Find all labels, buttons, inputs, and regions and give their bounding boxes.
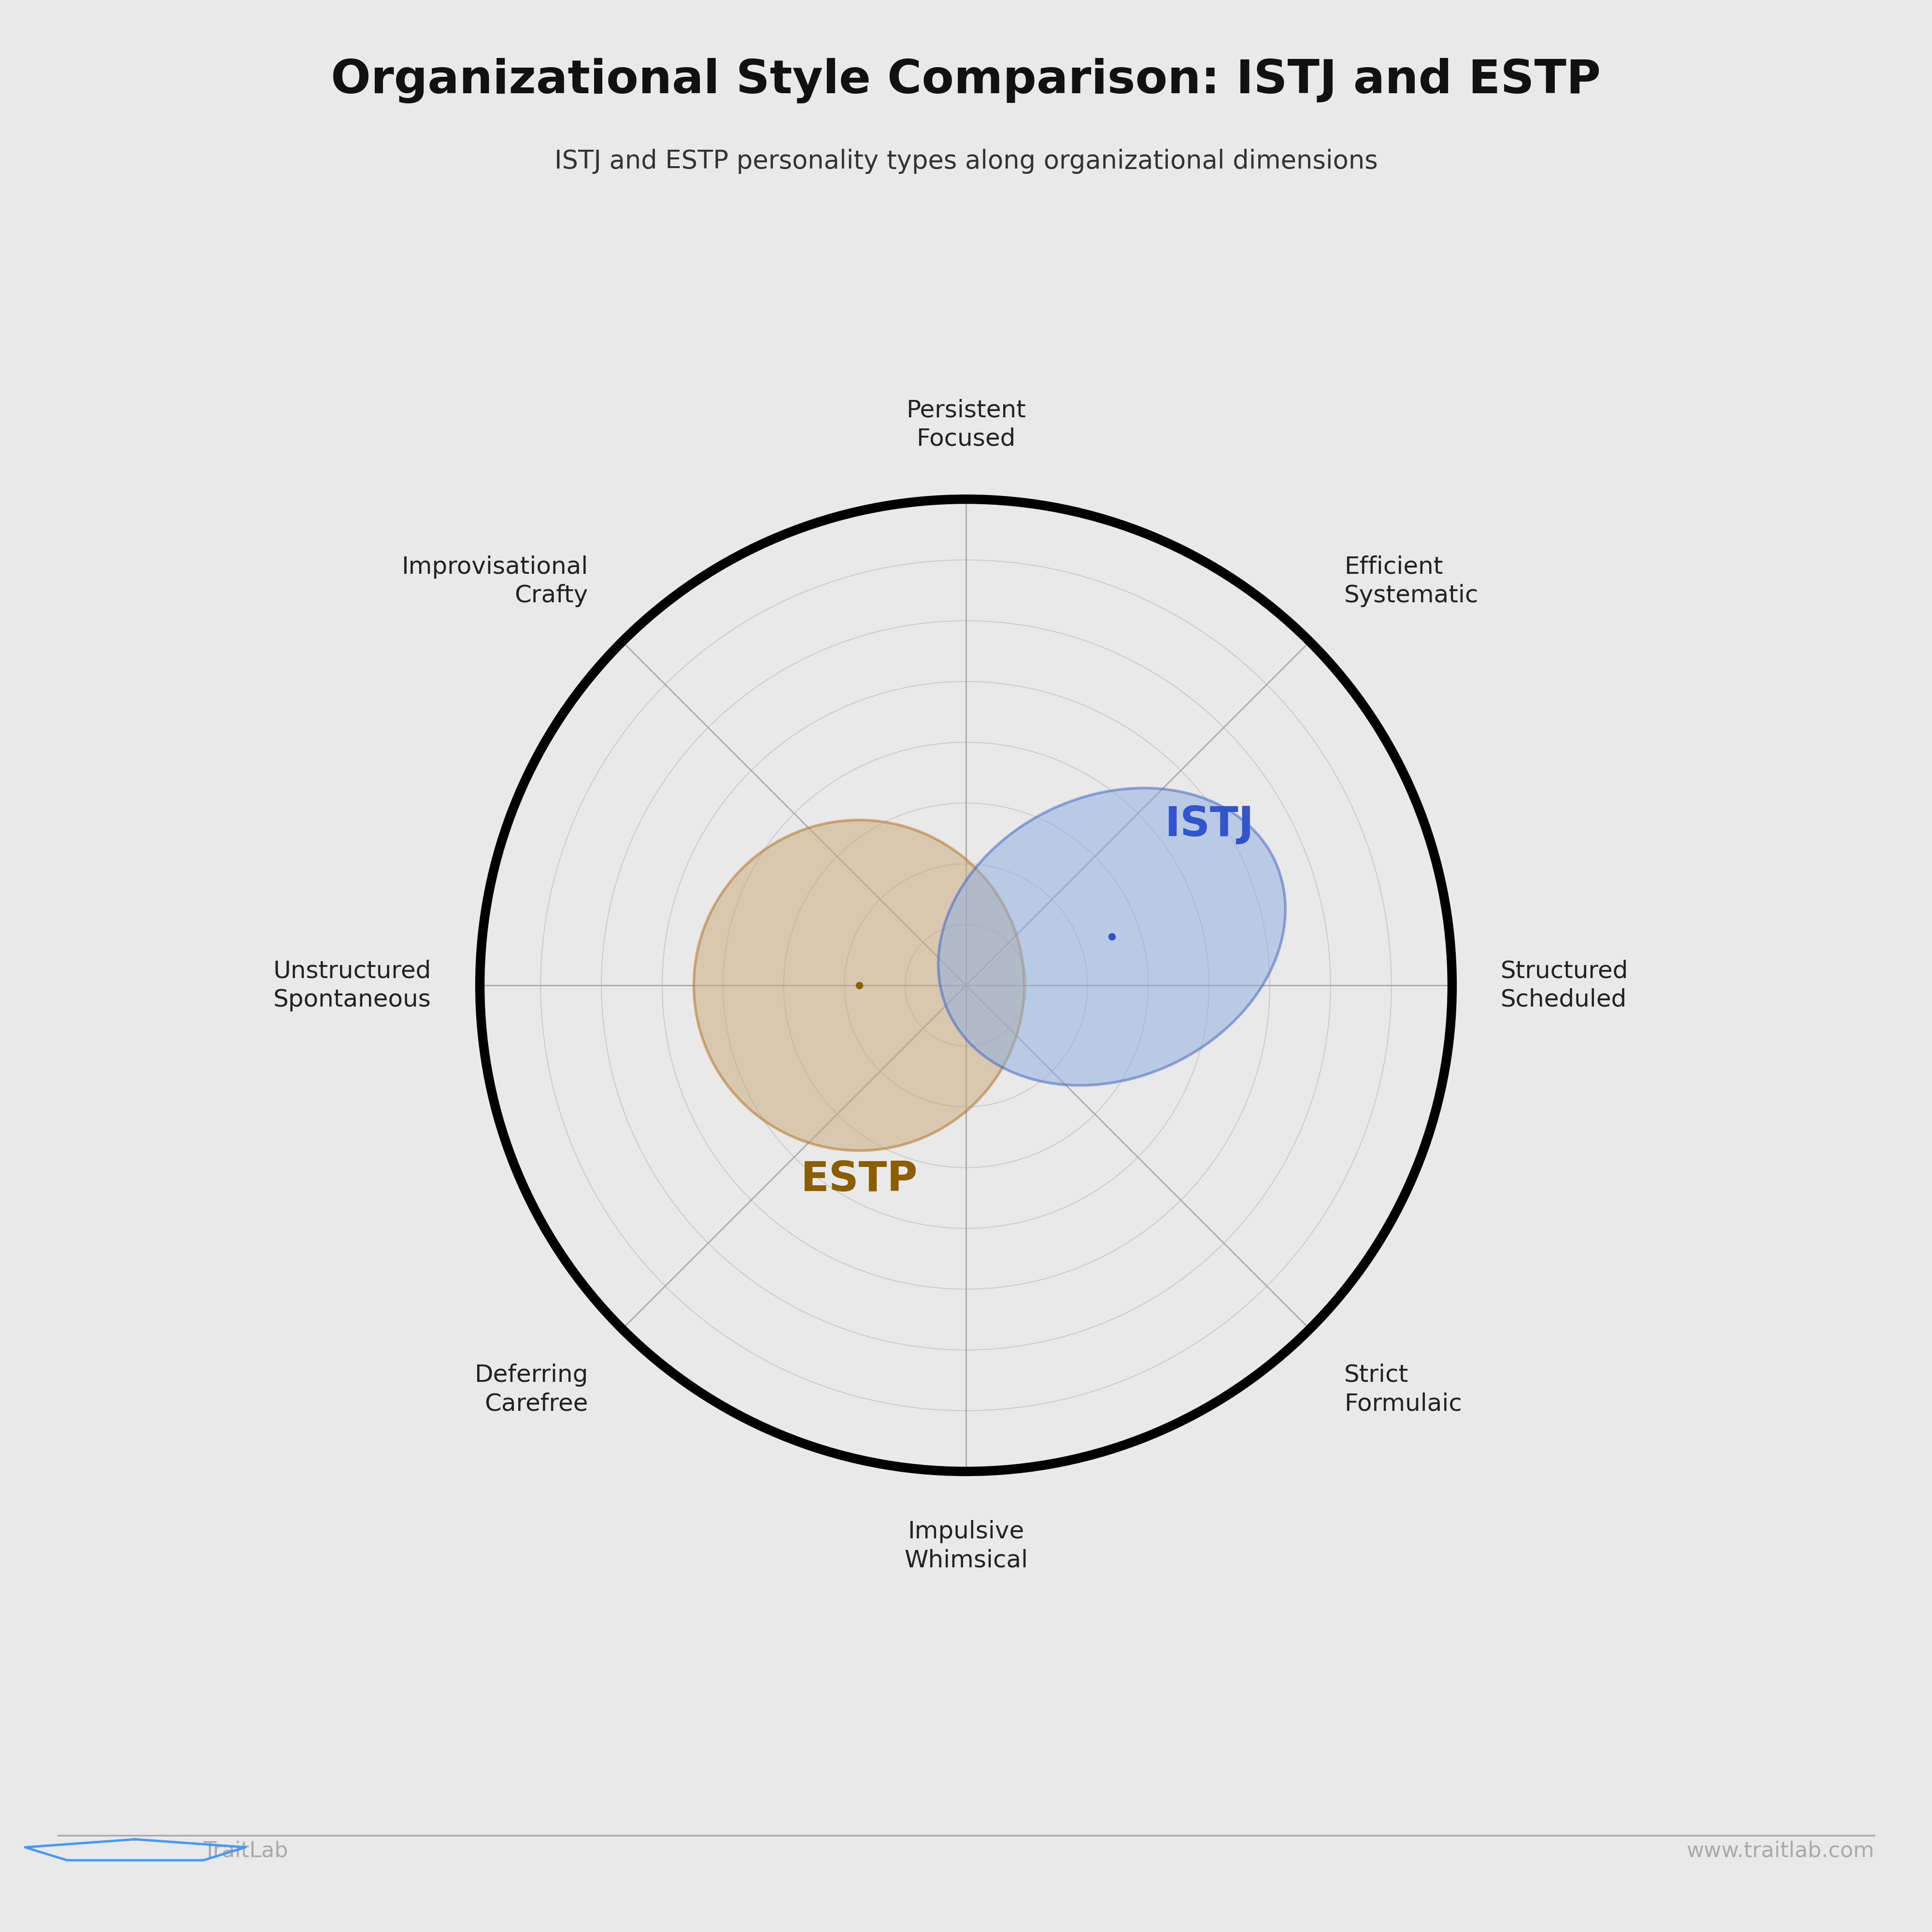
Text: Deferring
Carefree: Deferring Carefree <box>473 1364 587 1416</box>
Text: ISTJ and ESTP personality types along organizational dimensions: ISTJ and ESTP personality types along or… <box>554 149 1378 174</box>
Text: ESTP: ESTP <box>800 1159 918 1200</box>
Ellipse shape <box>694 819 1024 1151</box>
Text: Strict
Formulaic: Strict Formulaic <box>1345 1364 1463 1416</box>
Text: Organizational Style Comparison: ISTJ and ESTP: Organizational Style Comparison: ISTJ an… <box>330 58 1602 102</box>
Text: www.traitlab.com: www.traitlab.com <box>1687 1841 1874 1861</box>
Text: Persistent
Focused: Persistent Focused <box>906 398 1026 450</box>
Text: Unstructured
Spontaneous: Unstructured Spontaneous <box>272 960 431 1010</box>
Ellipse shape <box>939 788 1285 1086</box>
Text: ISTJ: ISTJ <box>1165 806 1254 844</box>
Text: Efficient
Systematic: Efficient Systematic <box>1345 554 1478 607</box>
Text: Improvisational
Crafty: Improvisational Crafty <box>402 554 587 607</box>
Text: TraitLab: TraitLab <box>203 1841 288 1861</box>
Text: Structured
Scheduled: Structured Scheduled <box>1501 960 1629 1010</box>
Text: Impulsive
Whimsical: Impulsive Whimsical <box>904 1520 1028 1573</box>
